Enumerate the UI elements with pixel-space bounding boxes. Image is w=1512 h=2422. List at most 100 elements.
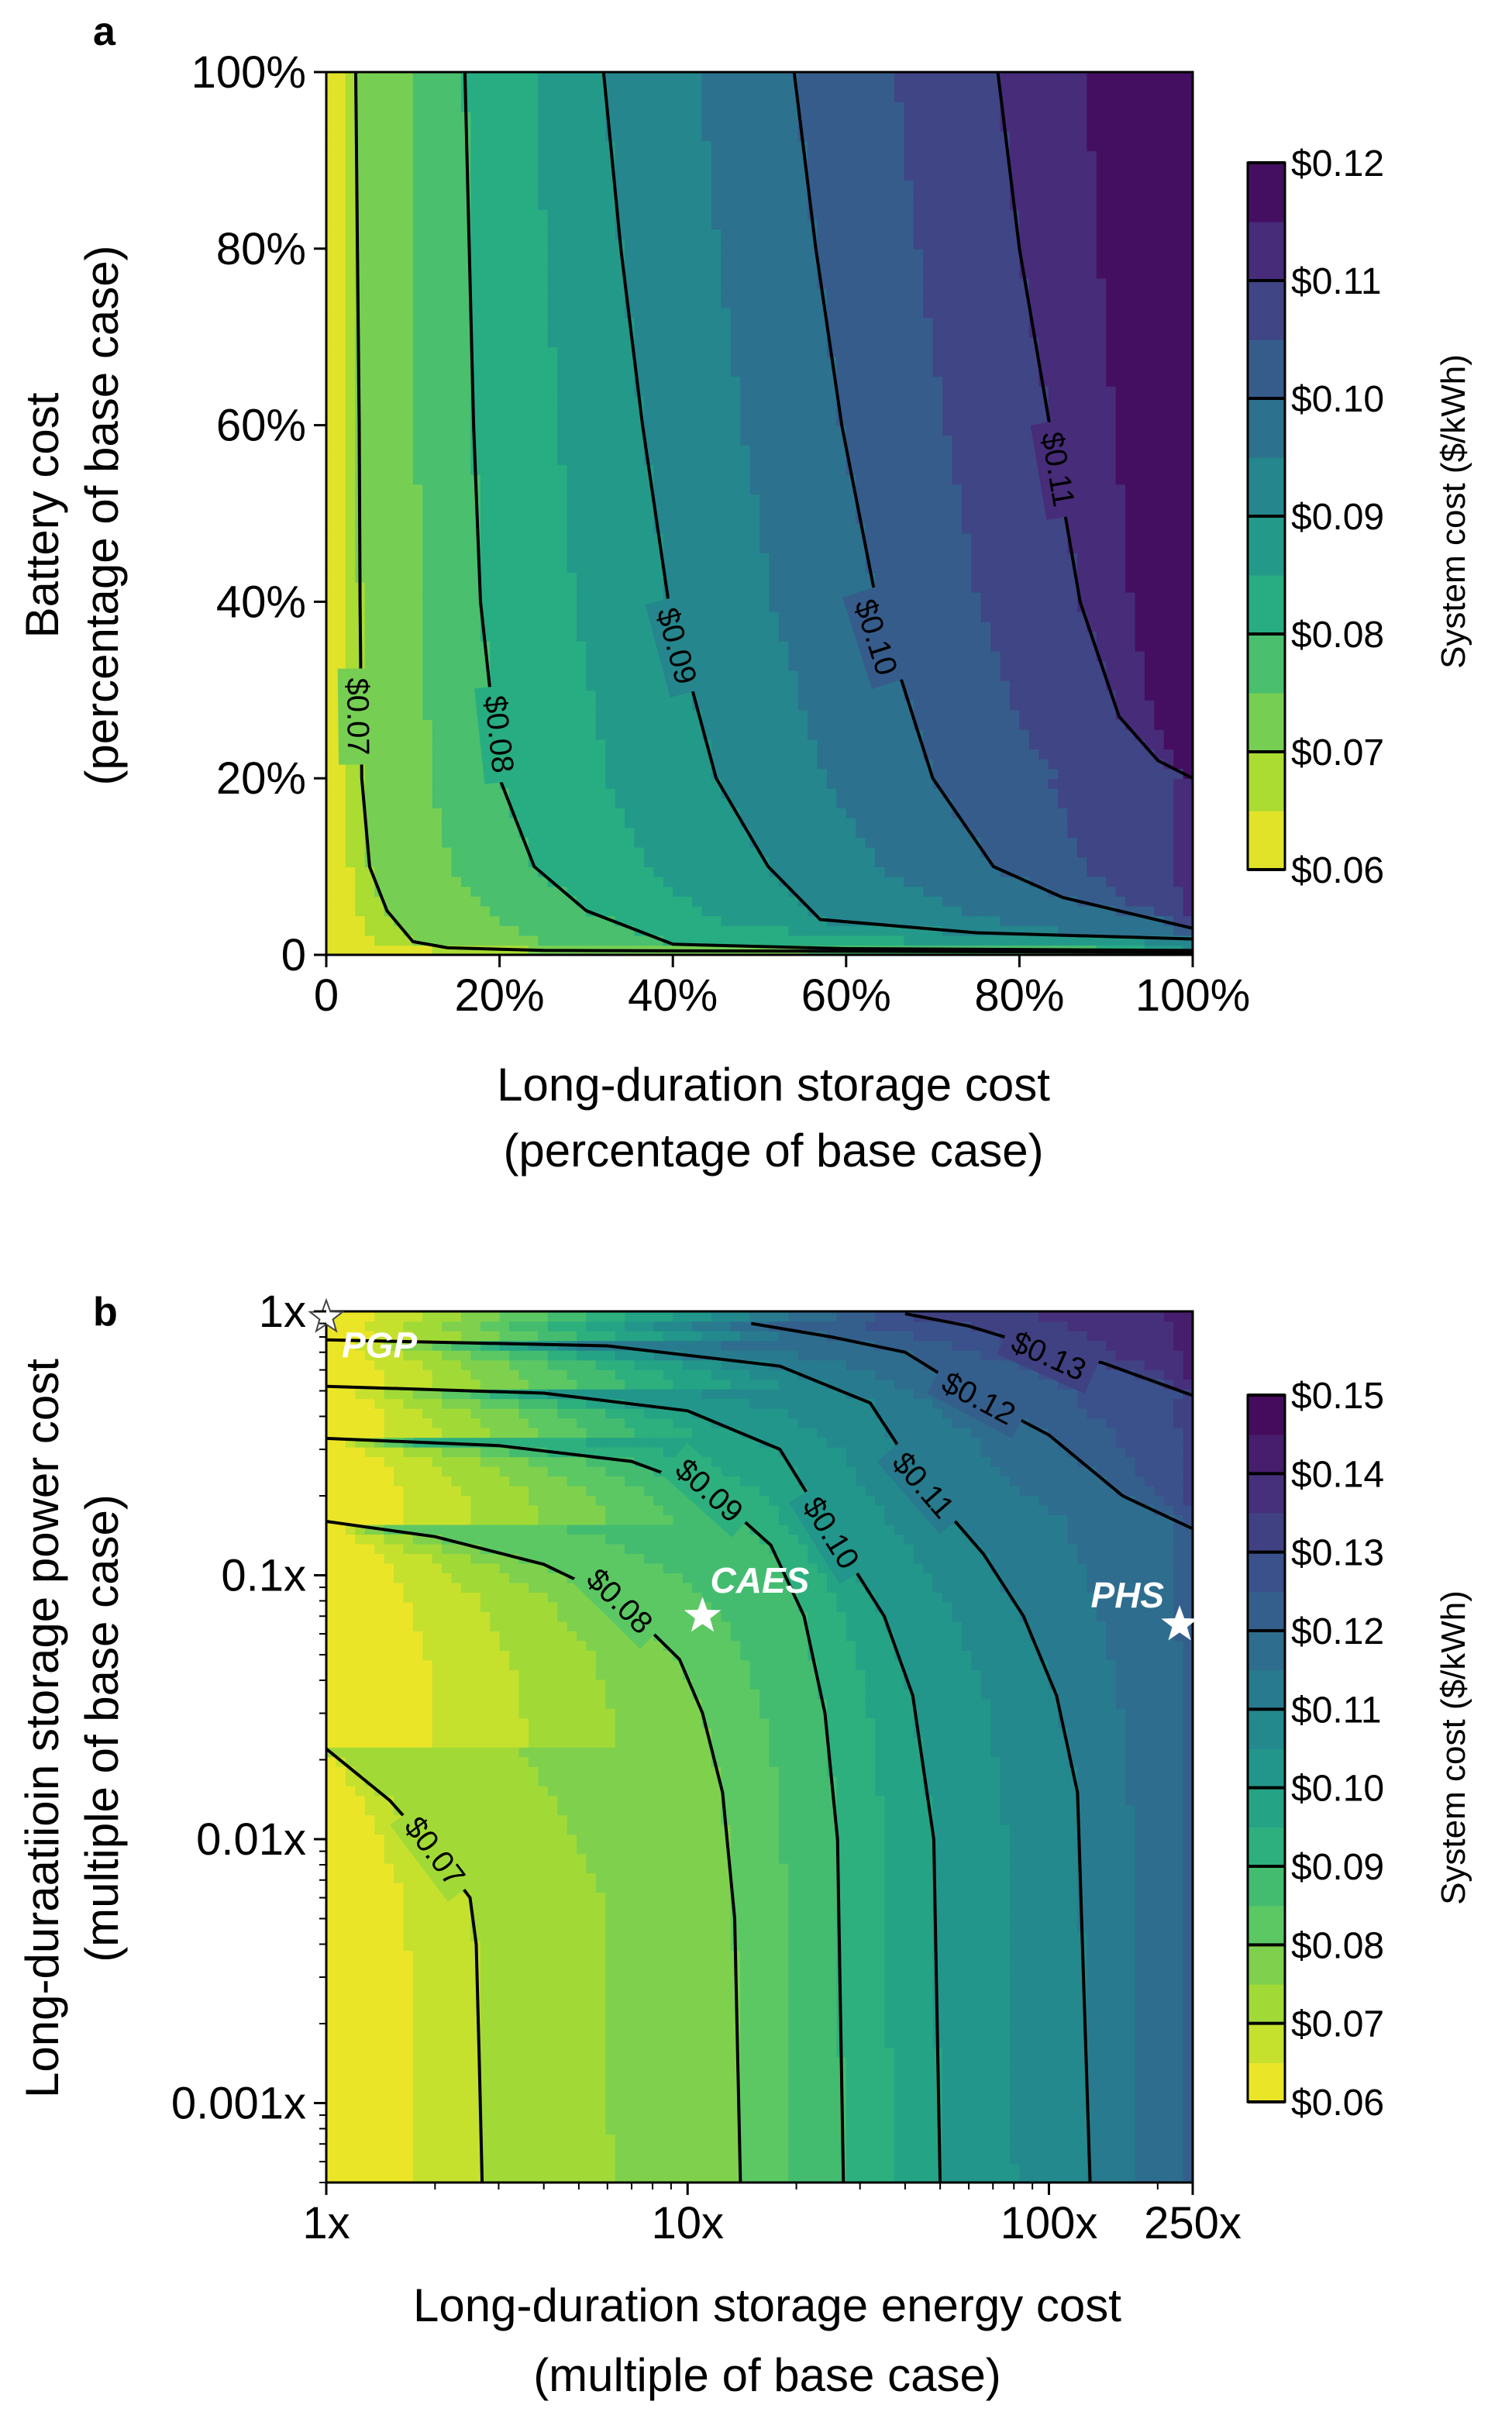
heatmap-cell <box>942 827 953 838</box>
heatmap-cell <box>952 690 963 701</box>
heatmap-cell <box>808 631 818 642</box>
heatmap-cell <box>653 886 664 897</box>
heatmap-cell <box>826 680 838 691</box>
heatmap-cell <box>1115 670 1126 681</box>
heatmap-cell <box>826 612 838 622</box>
heatmap-cell <box>625 641 635 652</box>
heatmap-cell <box>1125 787 1136 799</box>
heatmap-cell <box>1173 808 1184 818</box>
heatmap-cell <box>808 846 818 858</box>
heatmap-cell <box>932 758 943 770</box>
heatmap-cell <box>595 925 607 936</box>
heatmap-cell <box>528 817 539 829</box>
heatmap-cell <box>904 876 914 887</box>
heatmap-cell <box>384 690 394 701</box>
heatmap-cell <box>480 562 491 574</box>
heatmap-cell <box>364 532 375 544</box>
heatmap-cell <box>451 415 462 426</box>
heatmap-cell <box>904 837 914 848</box>
heatmap-cell <box>1087 425 1097 436</box>
heatmap-cell <box>808 935 818 946</box>
heatmap-cell <box>1135 719 1145 730</box>
heatmap-cell <box>442 660 453 671</box>
heatmap-cell <box>547 886 558 897</box>
heatmap-cell <box>393 827 405 838</box>
heatmap-cell <box>701 925 712 936</box>
heatmap-cell <box>615 768 625 779</box>
heatmap-cell <box>1106 543 1117 553</box>
heatmap-cell <box>913 474 924 485</box>
heatmap-cell <box>442 817 453 829</box>
heatmap-cell <box>567 915 577 926</box>
heatmap-cell <box>1019 798 1030 808</box>
heatmap-cell <box>1125 582 1136 593</box>
heatmap-cell <box>778 866 790 877</box>
heatmap-cell <box>826 699 838 711</box>
heatmap-cell <box>499 464 510 475</box>
heatmap-cell <box>355 837 366 848</box>
heatmap-cell <box>345 787 356 799</box>
heatmap-cell <box>643 553 655 563</box>
heatmap-cell <box>711 856 722 867</box>
heatmap-cell <box>1115 415 1126 426</box>
heatmap-cell <box>952 915 963 926</box>
heatmap-cell <box>769 562 780 574</box>
heatmap-cell <box>480 454 491 466</box>
heatmap-cell <box>412 425 424 436</box>
heatmap-cell <box>326 817 337 829</box>
heatmap-cell <box>422 719 433 730</box>
heatmap-cell <box>778 719 790 730</box>
heatmap-cell <box>1144 846 1156 858</box>
heatmap-cell <box>615 543 625 553</box>
heatmap-cell <box>403 405 414 416</box>
heatmap-cell <box>875 787 886 799</box>
heatmap-cell <box>759 817 770 829</box>
heatmap-cell <box>326 827 337 838</box>
heatmap-cell <box>797 709 808 721</box>
heatmap-cell <box>788 925 799 936</box>
heatmap-cell <box>384 749 394 760</box>
heatmap-cell <box>749 621 760 632</box>
heatmap-cell <box>403 591 414 603</box>
heatmap-cell <box>557 464 568 475</box>
heatmap-cell <box>653 808 664 818</box>
heatmap-cell <box>615 699 625 711</box>
heatmap-cell <box>797 435 808 446</box>
heatmap-cell <box>1028 886 1040 897</box>
heatmap-cell <box>711 444 722 456</box>
heatmap-cell <box>1058 612 1069 622</box>
heatmap-cell <box>499 808 510 818</box>
heatmap-cell <box>990 739 1001 750</box>
heatmap-cell <box>740 787 751 799</box>
heatmap-cell <box>788 798 799 808</box>
heatmap-cell <box>336 601 346 612</box>
heatmap-cell <box>846 631 857 642</box>
heatmap-cell <box>1163 425 1174 436</box>
heatmap-cell <box>336 612 346 622</box>
heatmap-cell <box>547 709 558 721</box>
heatmap-cell <box>1115 503 1126 515</box>
heatmap-cell <box>1087 808 1097 818</box>
heatmap-cell <box>490 572 501 583</box>
heatmap-cell <box>1087 474 1097 485</box>
heatmap-cell <box>730 935 741 946</box>
heatmap-cell <box>1087 758 1097 770</box>
heatmap-cell <box>499 523 510 534</box>
heatmap-cell <box>952 553 963 563</box>
heatmap-cell <box>749 709 760 721</box>
heatmap-cell <box>749 787 760 799</box>
heatmap-cell <box>961 837 973 848</box>
heatmap-cell <box>1019 444 1030 456</box>
heatmap-cell <box>1058 601 1069 612</box>
heatmap-cell <box>1125 523 1136 534</box>
heatmap-cell <box>663 817 673 829</box>
heatmap-cell <box>1038 729 1049 740</box>
heatmap-cell <box>567 660 577 671</box>
heatmap-cell <box>778 494 790 505</box>
heatmap-cell <box>393 553 405 563</box>
heatmap-cell <box>749 856 760 867</box>
heatmap-cell <box>778 523 790 534</box>
heatmap-cell <box>826 808 838 818</box>
heatmap-cell <box>432 719 443 730</box>
heatmap-cell <box>730 454 741 466</box>
